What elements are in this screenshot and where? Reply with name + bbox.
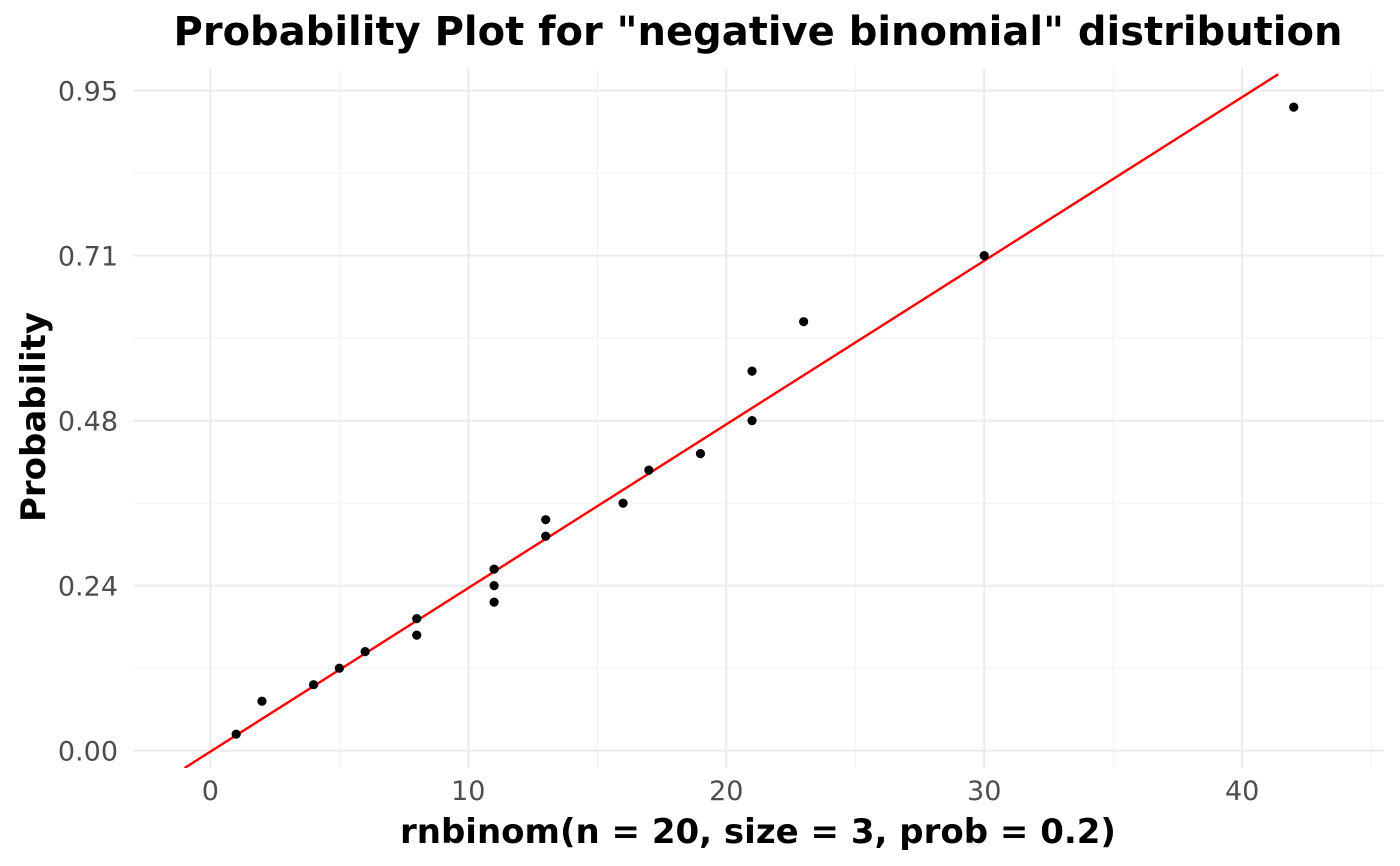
data-point — [695, 449, 706, 459]
minor-gridlines — [133, 68, 1384, 768]
chart-title: Probability Plot for "negative binomial"… — [174, 9, 1343, 55]
data-point — [644, 465, 654, 475]
x-tick-label: 20 — [709, 776, 743, 807]
y-tick-label: 0.95 — [58, 77, 118, 108]
data-point — [618, 498, 628, 508]
data-point — [334, 663, 344, 673]
x-tick-label: 40 — [1225, 776, 1259, 807]
data-point — [489, 564, 499, 574]
data-point — [747, 366, 757, 376]
data-point — [1289, 102, 1299, 112]
x-tick-label: 30 — [967, 776, 1001, 807]
data-point — [979, 251, 989, 261]
data-point — [489, 581, 499, 591]
major-gridlines — [133, 68, 1384, 768]
x-axis-title: rnbinom(n = 20, size = 3, prob = 0.2) — [400, 812, 1116, 852]
x-axis-ticks: 0 10 20 30 40 — [202, 776, 1260, 807]
data-points — [231, 102, 1299, 739]
y-tick-label: 0.71 — [58, 242, 118, 273]
data-point — [308, 680, 319, 690]
y-axis-ticks: 0.00 0.24 0.48 0.71 0.95 — [58, 77, 118, 768]
data-point — [412, 630, 422, 640]
data-point — [231, 729, 241, 739]
y-tick-label: 0.00 — [58, 737, 118, 768]
x-tick-label: 0 — [202, 776, 219, 807]
data-point — [489, 597, 499, 607]
y-axis-title: Probability — [14, 312, 54, 522]
data-point — [799, 317, 809, 327]
data-point — [360, 647, 370, 657]
data-point — [747, 416, 757, 426]
y-tick-label: 0.48 — [58, 407, 118, 438]
y-tick-label: 0.24 — [58, 572, 118, 603]
data-point — [412, 614, 422, 624]
data-point — [541, 531, 551, 541]
data-point — [541, 515, 551, 525]
x-tick-label: 10 — [451, 776, 485, 807]
data-point — [257, 696, 267, 706]
